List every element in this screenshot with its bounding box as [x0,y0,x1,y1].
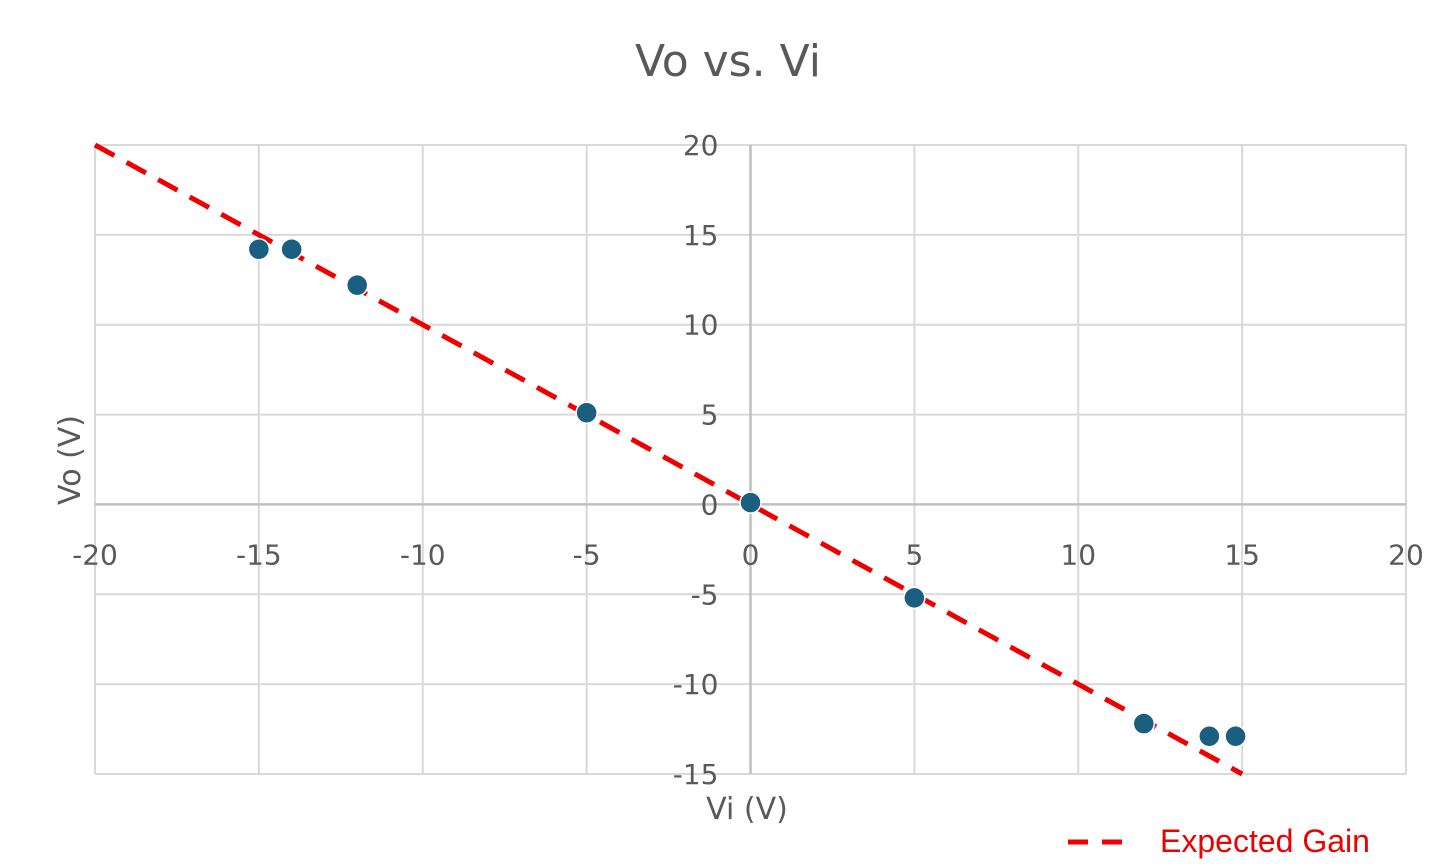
x-axis-title: Vi (V) [706,792,788,827]
chart-title: Vo vs. Vi [635,36,821,87]
x-tick-label: -5 [573,538,601,571]
y-tick-label: 15 [683,219,719,252]
legend: Expected Gain [1068,823,1370,859]
data-point [280,237,303,261]
data-point [1224,725,1247,748]
x-tick-label: 0 [742,538,760,571]
x-tick-labels: -20 -15 -10 -5 0 5 10 15 20 [72,538,1424,571]
x-tick-label: -15 [236,538,282,571]
y-tick-label: 20 [683,129,719,162]
y-tick-label: -10 [673,668,719,701]
data-point [739,491,762,514]
x-tick-label: -20 [72,538,118,571]
x-tick-label: -10 [400,538,446,571]
data-points [247,237,1247,748]
y-tick-labels: -15 -10 -5 0 5 10 15 20 [673,129,719,791]
data-point [575,401,598,425]
x-tick-label: 10 [1060,538,1096,571]
x-tick-label: 20 [1388,538,1424,571]
x-tick-label: 15 [1224,538,1260,571]
y-tick-label: -15 [673,758,719,791]
data-point [247,237,271,261]
y-tick-label: 10 [683,309,719,342]
data-point [903,586,926,610]
data-point [1132,712,1156,735]
x-tick-label: 5 [905,538,923,571]
expected-gain-line [93,142,1244,777]
data-point [345,273,369,297]
line-series [93,142,1244,777]
y-tick-label: -5 [691,578,719,611]
y-tick-label: 0 [701,488,719,521]
legend-label-expected-gain: Expected Gain [1160,823,1370,859]
y-axis-title: Vo (V) [53,415,88,505]
y-tick-label: 5 [701,399,719,432]
data-point [1198,725,1221,748]
